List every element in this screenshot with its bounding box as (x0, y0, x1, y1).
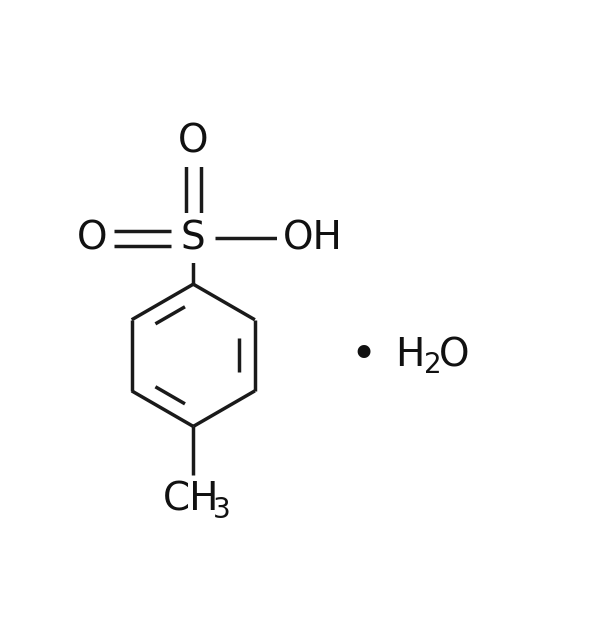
Text: H: H (395, 336, 424, 374)
Text: 2: 2 (424, 351, 441, 380)
Text: O: O (77, 220, 108, 257)
Text: O: O (178, 123, 208, 161)
Text: •: • (350, 334, 376, 377)
Text: CH: CH (163, 481, 219, 519)
Text: O: O (439, 336, 469, 374)
Text: 3: 3 (213, 496, 231, 524)
Text: OH: OH (282, 220, 343, 257)
Text: S: S (181, 220, 205, 257)
